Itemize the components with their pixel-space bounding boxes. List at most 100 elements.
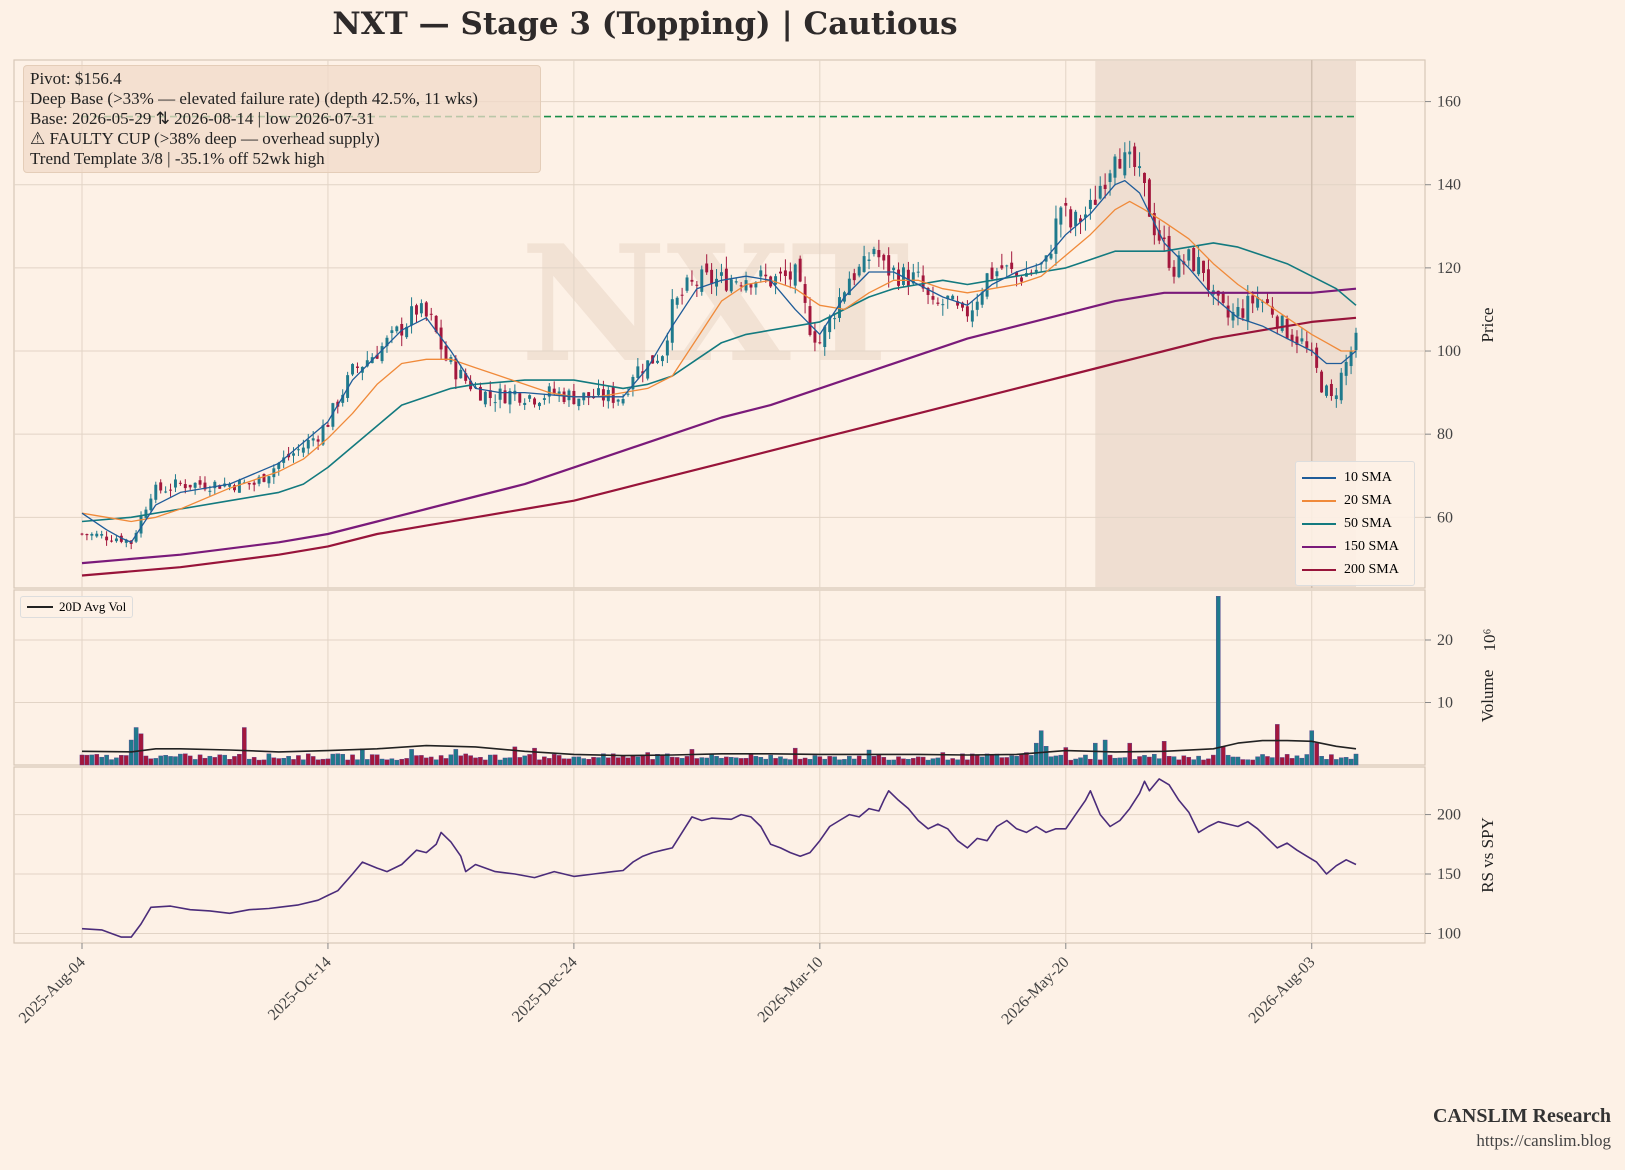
- candle-body-47: [311, 438, 315, 441]
- volume-bar-123: [684, 756, 690, 766]
- candle-3: [95, 530, 99, 538]
- volume-bar-217: [1147, 756, 1152, 766]
- volume-bar-198: [1053, 755, 1059, 766]
- volume-bar-138: [758, 757, 764, 766]
- candle-body-74: [444, 345, 448, 361]
- volume-bar-79: [468, 755, 473, 766]
- volume-bar-49: [320, 758, 326, 766]
- candle-body-145: [793, 264, 797, 286]
- price-tick-160: 160: [1437, 94, 1461, 111]
- series-sma200: [81, 316, 1357, 577]
- x-tick-label-2: 2025-Dec-24: [509, 954, 581, 1026]
- series-volume-avg: [81, 739, 1357, 757]
- candle-153: [833, 313, 837, 330]
- candle-body-169: [911, 272, 915, 284]
- candle-252: [1320, 369, 1324, 393]
- volume-bar-221: [1166, 755, 1172, 766]
- candle-184: [985, 272, 989, 300]
- volume-bar-243: [1275, 724, 1280, 766]
- candle-body-165: [892, 267, 896, 271]
- volume-bar-240: [1260, 754, 1265, 766]
- candle-167: [901, 263, 905, 287]
- candle-19: [173, 474, 177, 493]
- candle-214: [1133, 142, 1137, 176]
- candle-180: [965, 300, 969, 322]
- x-tick-label-3: 2026-Mar-10: [755, 954, 827, 1026]
- candle-136: [749, 283, 753, 295]
- volume-bar-137: [753, 756, 759, 766]
- candle-248: [1300, 328, 1304, 345]
- candle-254: [1329, 379, 1333, 401]
- candle-body-198: [1054, 218, 1058, 254]
- candle-62: [385, 335, 389, 353]
- candle-202: [1074, 209, 1078, 237]
- volume-bar-259: [1353, 753, 1359, 766]
- volume-bar-196: [1043, 746, 1049, 766]
- candle-225: [1187, 248, 1191, 267]
- volume-bar-20: [178, 753, 183, 766]
- volume-bar-171: [920, 756, 926, 766]
- candle-body-71: [429, 313, 433, 315]
- candle-122: [680, 287, 684, 305]
- candle-body-162: [877, 250, 881, 258]
- candle-body-158: [857, 266, 861, 276]
- volume-bar-106: [601, 753, 606, 766]
- candle-222: [1172, 260, 1176, 284]
- candle-119: [665, 332, 669, 364]
- candle-body-130: [719, 272, 723, 276]
- candle-body-84: [493, 402, 497, 404]
- volume-bar-178: [955, 759, 960, 766]
- volume-bar-148: [807, 759, 813, 766]
- candle-34: [247, 482, 251, 490]
- volume-bar-135: [743, 758, 749, 766]
- legend-item-sma50: 50 SMA: [1302, 512, 1408, 535]
- candle-body-22: [188, 484, 192, 488]
- volume-bar-154: [837, 759, 842, 766]
- volume-bar-155: [842, 759, 847, 766]
- volume-bar-177: [950, 758, 955, 766]
- candle-245: [1285, 315, 1289, 340]
- candle-146: [798, 255, 802, 283]
- candle-126: [700, 265, 704, 296]
- candle-body-76: [454, 358, 458, 380]
- volume-bar-102: [581, 758, 587, 766]
- candle-102: [582, 392, 586, 405]
- volume-bar-162: [876, 754, 882, 766]
- candle-body-133: [734, 281, 738, 283]
- volume-axis-label: Volume: [1478, 670, 1497, 723]
- volume-bar-14: [148, 758, 154, 766]
- volume-bar-206: [1093, 742, 1098, 766]
- volume-bar-179: [960, 753, 965, 766]
- volume-bar-69: [419, 755, 424, 766]
- volume-bar-202: [1073, 758, 1078, 766]
- volume-bar-96: [551, 754, 557, 766]
- candle-body-220: [1162, 237, 1166, 240]
- volume-bar-176: [945, 759, 951, 766]
- candle-body-117: [656, 360, 659, 363]
- volume-bar-23: [192, 759, 198, 766]
- candle-body-174: [936, 302, 940, 304]
- candle-body-255: [1334, 395, 1338, 400]
- legend-item-sma200: 200 SMA: [1302, 558, 1408, 581]
- candle-body-140: [769, 276, 773, 287]
- candle-113: [636, 358, 640, 379]
- candle-174: [936, 297, 940, 306]
- volume-bar-252: [1319, 756, 1324, 766]
- candle-128: [710, 263, 714, 295]
- candle-150: [818, 335, 822, 345]
- volume-bar-220: [1161, 741, 1167, 766]
- volume-bar-99: [566, 758, 572, 766]
- volume-bar-114: [640, 754, 646, 766]
- volume-bar-67: [409, 749, 414, 766]
- candle-191: [1020, 275, 1023, 286]
- candle-216: [1143, 172, 1146, 197]
- candle-212: [1123, 142, 1127, 179]
- candle-68: [415, 303, 418, 323]
- candle-127: [705, 254, 709, 275]
- volume-bar-28: [217, 754, 223, 766]
- candle-body-15: [154, 484, 158, 500]
- volume-bar-214: [1132, 759, 1137, 766]
- volume-bar-91: [527, 754, 532, 766]
- volume-bar-233: [1225, 754, 1231, 766]
- volume-bar-144: [788, 759, 793, 766]
